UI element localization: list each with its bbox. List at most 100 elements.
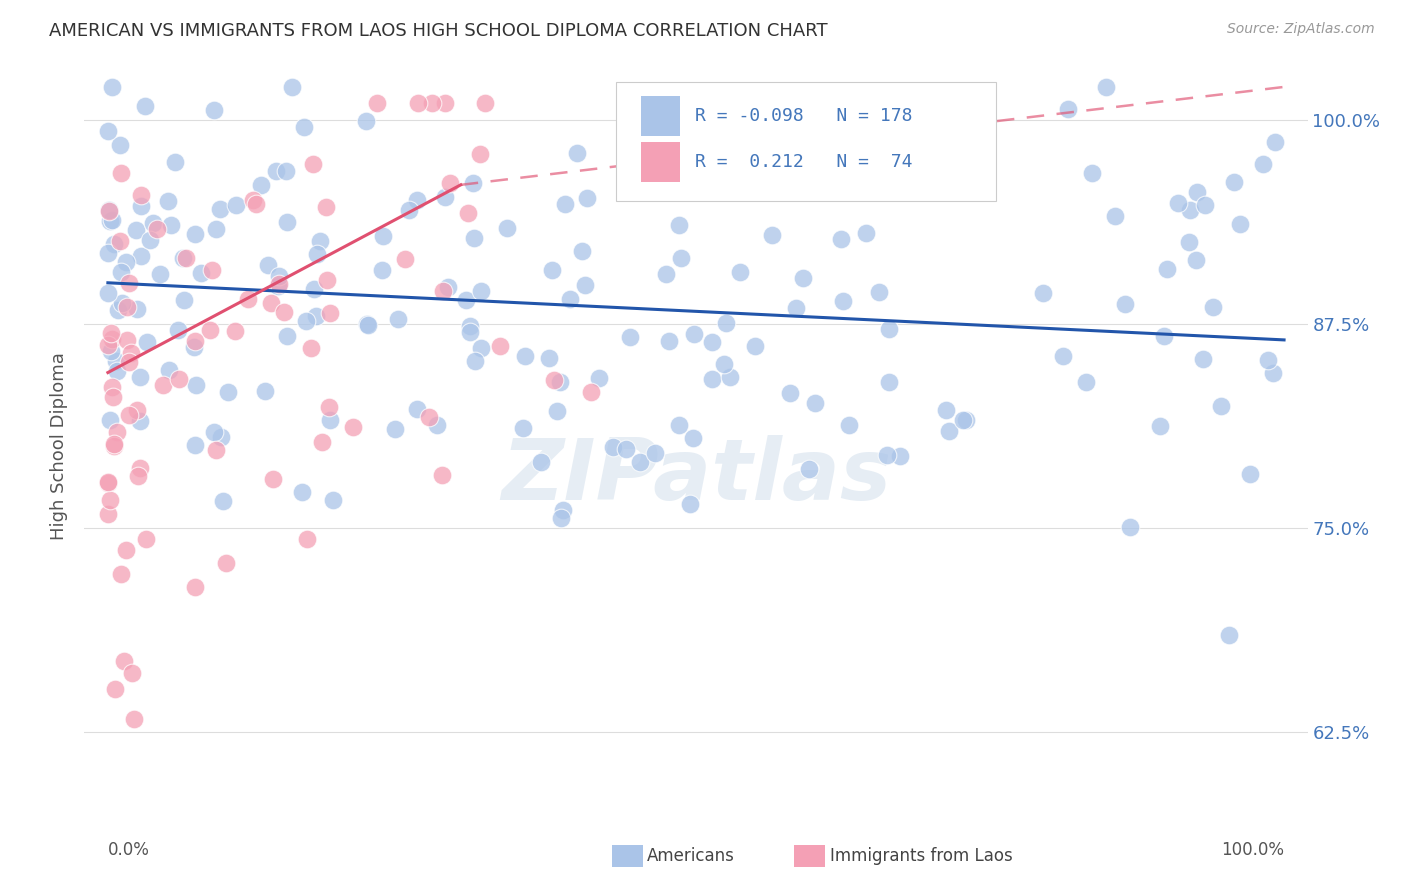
Point bbox=[730, 264, 752, 278]
Point bbox=[1261, 366, 1284, 380]
Point bbox=[104, 681, 127, 696]
Point bbox=[294, 314, 316, 328]
FancyBboxPatch shape bbox=[641, 96, 681, 136]
Point bbox=[184, 334, 207, 348]
Point bbox=[868, 285, 890, 299]
Point bbox=[184, 438, 207, 452]
Point bbox=[1074, 375, 1097, 389]
Point bbox=[636, 142, 658, 156]
Point bbox=[406, 401, 429, 416]
Point bbox=[366, 96, 388, 111]
Point bbox=[98, 413, 121, 427]
Point bbox=[682, 326, 704, 341]
Point bbox=[422, 96, 444, 111]
Point bbox=[111, 296, 134, 310]
Point bbox=[117, 354, 139, 368]
Point bbox=[318, 400, 340, 414]
Point bbox=[101, 213, 124, 227]
Point bbox=[98, 204, 121, 219]
Point bbox=[165, 155, 187, 169]
Text: 100.0%: 100.0% bbox=[1220, 840, 1284, 859]
Point bbox=[276, 329, 298, 343]
Point bbox=[125, 301, 148, 316]
Point bbox=[761, 227, 783, 242]
Point bbox=[354, 114, 377, 128]
Point bbox=[877, 375, 900, 389]
Point bbox=[97, 285, 120, 300]
Point bbox=[679, 497, 702, 511]
Point bbox=[357, 318, 380, 333]
Point bbox=[253, 384, 276, 399]
Point bbox=[167, 372, 190, 386]
Point bbox=[1149, 418, 1171, 433]
Point bbox=[785, 301, 807, 315]
Point bbox=[129, 249, 152, 263]
Point bbox=[204, 442, 226, 457]
Point bbox=[658, 334, 681, 349]
Point bbox=[439, 176, 461, 190]
Point bbox=[554, 197, 576, 211]
Point bbox=[463, 176, 485, 190]
Point bbox=[565, 146, 588, 161]
Point bbox=[281, 79, 304, 94]
Point bbox=[134, 533, 156, 547]
Point bbox=[718, 369, 741, 384]
Point bbox=[470, 341, 492, 355]
Point bbox=[1191, 351, 1213, 366]
Point bbox=[779, 386, 801, 401]
Point bbox=[127, 468, 149, 483]
Point bbox=[318, 413, 340, 427]
Point bbox=[576, 191, 599, 205]
Point bbox=[101, 390, 124, 404]
Point bbox=[530, 455, 553, 469]
Point bbox=[935, 402, 957, 417]
Point bbox=[550, 511, 572, 525]
Point bbox=[398, 203, 420, 218]
Point bbox=[588, 371, 610, 385]
Point bbox=[1180, 202, 1202, 217]
Point bbox=[100, 344, 122, 359]
Point bbox=[125, 403, 148, 417]
Point bbox=[238, 292, 260, 306]
Point bbox=[394, 252, 416, 266]
Point bbox=[1094, 79, 1116, 94]
FancyBboxPatch shape bbox=[616, 81, 995, 201]
Point bbox=[373, 229, 395, 244]
Point bbox=[1052, 349, 1074, 363]
Point bbox=[406, 96, 429, 111]
Point bbox=[538, 351, 561, 366]
Point bbox=[100, 332, 122, 346]
Point bbox=[540, 263, 562, 277]
Point bbox=[744, 339, 766, 353]
Point bbox=[98, 202, 121, 217]
Y-axis label: High School Diploma: High School Diploma bbox=[49, 352, 67, 540]
Point bbox=[118, 408, 141, 422]
Point bbox=[574, 277, 596, 292]
Point bbox=[302, 157, 325, 171]
Point bbox=[266, 279, 288, 293]
Point bbox=[211, 493, 233, 508]
Text: R =  0.212   N =  74: R = 0.212 N = 74 bbox=[695, 153, 912, 171]
Point bbox=[256, 258, 278, 272]
Point bbox=[952, 183, 974, 197]
Point bbox=[160, 218, 183, 232]
Point bbox=[830, 232, 852, 246]
Point bbox=[264, 163, 287, 178]
Text: Immigrants from Laos: Immigrants from Laos bbox=[830, 847, 1012, 865]
Point bbox=[797, 461, 820, 475]
Point bbox=[128, 461, 150, 475]
Point bbox=[1057, 103, 1080, 117]
Point bbox=[299, 341, 322, 355]
Point bbox=[304, 282, 326, 296]
Point bbox=[803, 396, 825, 410]
Point bbox=[97, 337, 120, 351]
Point bbox=[579, 384, 602, 399]
Point bbox=[614, 442, 637, 456]
Point bbox=[112, 654, 135, 668]
Text: ZIPatlas: ZIPatlas bbox=[501, 435, 891, 518]
Point bbox=[405, 194, 427, 208]
Point bbox=[267, 277, 290, 291]
Point bbox=[1218, 628, 1240, 642]
Point bbox=[125, 223, 148, 237]
Point bbox=[100, 79, 122, 94]
